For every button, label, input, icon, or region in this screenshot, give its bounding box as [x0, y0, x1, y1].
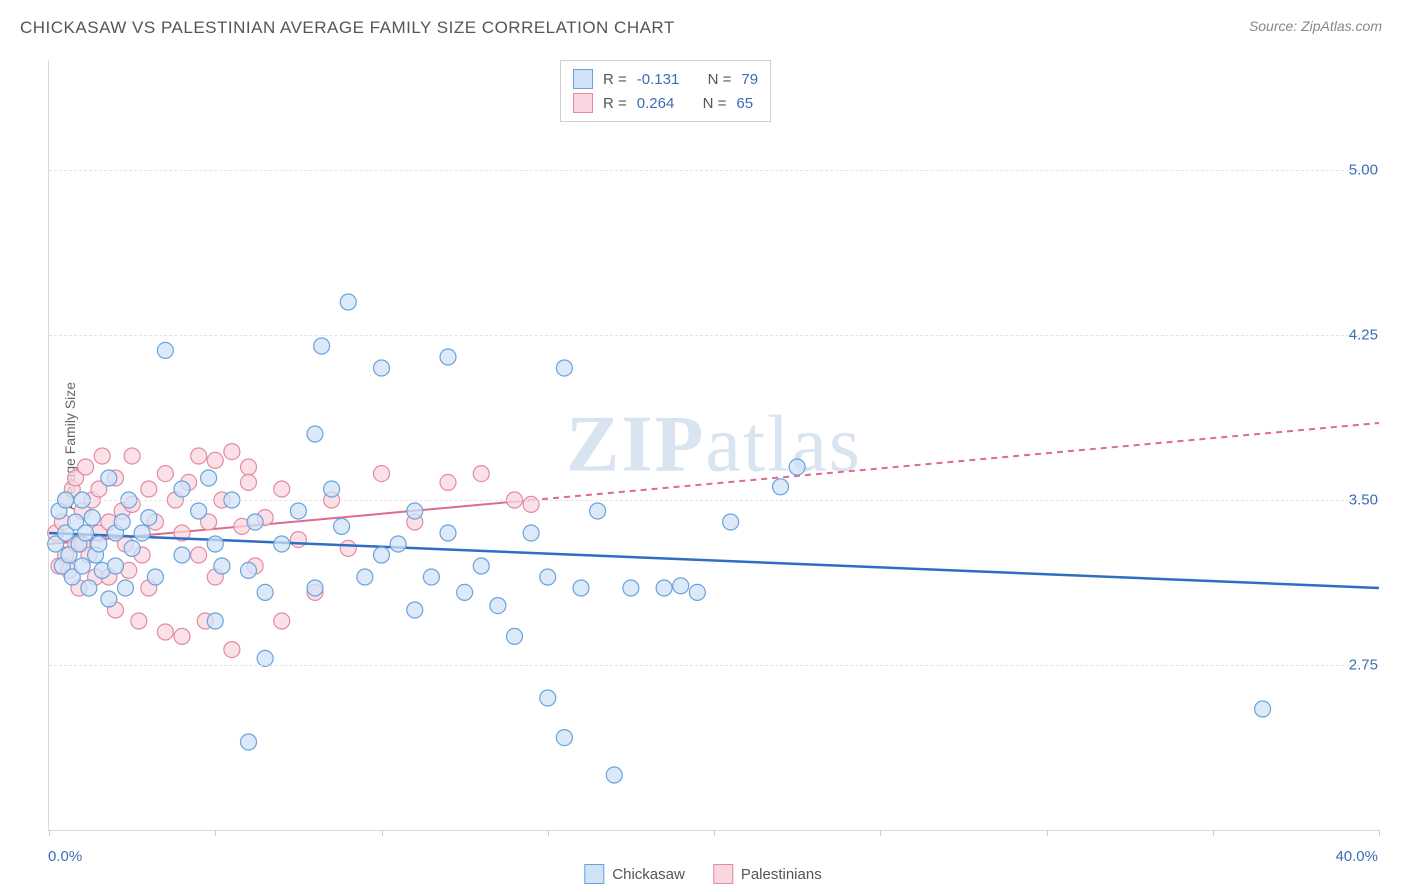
y-tick-label: 3.50	[1349, 492, 1378, 509]
swatch-chickasaw	[573, 69, 593, 89]
y-tick-label: 4.25	[1349, 327, 1378, 344]
scatter-svg	[49, 60, 1379, 830]
source-attribution: Source: ZipAtlas.com	[1249, 18, 1382, 34]
chart-title: CHICKASAW VS PALESTINIAN AVERAGE FAMILY …	[20, 18, 675, 38]
legend-item-palestinians: Palestinians	[713, 864, 822, 884]
plot-area: ZIPatlas	[48, 60, 1379, 831]
stat-n-value: 79	[741, 71, 758, 88]
stat-r-label: R =	[603, 71, 627, 88]
stat-r-value: 0.264	[637, 95, 675, 112]
stats-row-chickasaw: R = -0.131 N = 79	[573, 67, 758, 91]
x-max-label: 40.0%	[1335, 848, 1378, 865]
swatch-palestinians	[573, 93, 593, 113]
legend-item-chickasaw: Chickasaw	[584, 864, 685, 884]
y-tick-label: 2.75	[1349, 657, 1378, 674]
legend-label: Palestinians	[741, 866, 822, 883]
stat-n-value: 65	[736, 95, 753, 112]
bottom-legend: Chickasaw Palestinians	[584, 864, 821, 884]
x-min-label: 0.0%	[48, 848, 82, 865]
stats-legend-box: R = -0.131 N = 79 R = 0.264 N = 65	[560, 60, 771, 122]
stat-r-value: -0.131	[637, 71, 680, 88]
swatch-chickasaw	[584, 864, 604, 884]
stat-r-label: R =	[603, 95, 627, 112]
chart-container: CHICKASAW VS PALESTINIAN AVERAGE FAMILY …	[0, 0, 1406, 892]
legend-label: Chickasaw	[612, 866, 685, 883]
stat-n-label: N =	[703, 95, 727, 112]
swatch-palestinians	[713, 864, 733, 884]
y-tick-label: 5.00	[1349, 162, 1378, 179]
stats-row-palestinians: R = 0.264 N = 65	[573, 91, 758, 115]
stat-n-label: N =	[708, 71, 732, 88]
